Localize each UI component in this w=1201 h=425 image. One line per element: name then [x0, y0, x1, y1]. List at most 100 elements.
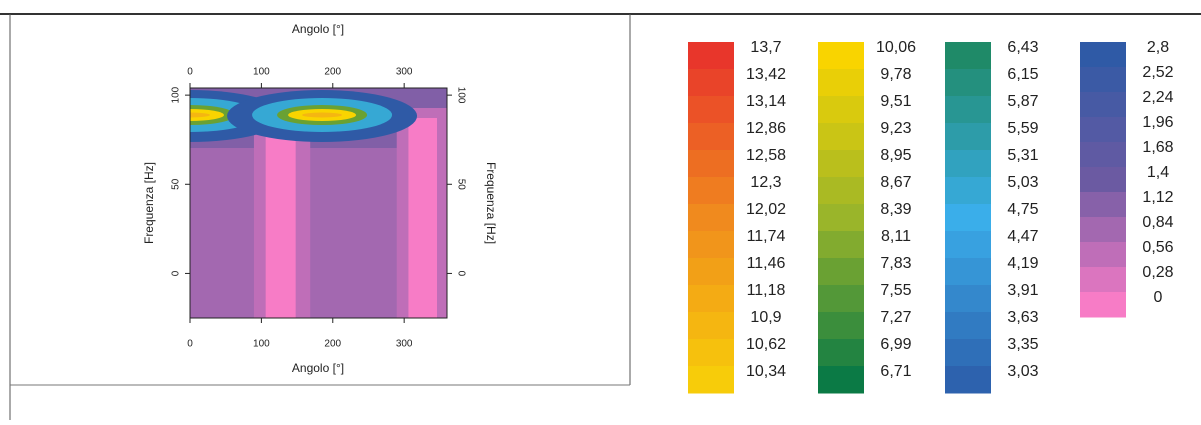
colorbar-label: 12,58: [746, 147, 786, 164]
colorbar-label: 3,35: [1007, 336, 1038, 353]
colorbar-swatch: [945, 285, 991, 313]
colorbar-label: 5,31: [1007, 147, 1038, 164]
colorbar-swatch: [818, 177, 864, 205]
y-axis-label: Frequenza [Hz]: [142, 162, 156, 244]
colorbar-swatch: [688, 339, 734, 367]
colorbar-label: 8,67: [880, 174, 911, 191]
colorbar-label: 4,47: [1007, 228, 1038, 245]
colorbar-swatch: [1080, 292, 1126, 318]
colorbar-swatch: [1080, 217, 1126, 243]
colorbar-label: 5,03: [1007, 174, 1038, 191]
colorbar-label: 6,43: [1007, 39, 1038, 56]
colorbar-swatch: [1080, 242, 1126, 268]
y-tick-label: 0: [171, 270, 182, 276]
colorbar-label: 1,68: [1142, 139, 1173, 156]
colorbar-label: 13,42: [746, 66, 786, 83]
colorbar-swatch: [688, 312, 734, 340]
colorbar-label: 2,8: [1147, 39, 1169, 56]
colorbar-label: 7,27: [880, 309, 911, 326]
colorbar-label: 3,63: [1007, 309, 1038, 326]
x-tick-label-top: 300: [396, 67, 413, 78]
colorbar-swatch: [945, 42, 991, 70]
x-axis-label: Angolo [°]: [292, 361, 344, 375]
y-tick-label-right: 50: [455, 179, 466, 191]
colorbar-label: 1,4: [1147, 164, 1169, 181]
colorbar-label: 12,3: [750, 174, 781, 191]
colorbar-label: 9,23: [880, 120, 911, 137]
colorbar-label: 2,52: [1142, 64, 1173, 81]
colorbar-label: 3,91: [1007, 282, 1038, 299]
colorbar-label: 2,24: [1142, 89, 1173, 106]
colorbar-swatch: [945, 366, 991, 394]
colorbar-swatch: [1080, 167, 1126, 193]
x-tick-label: 0: [187, 339, 193, 350]
colorbar-swatch: [945, 231, 991, 259]
y-tick-label-right: 0: [455, 271, 466, 277]
colorbar-swatch: [688, 366, 734, 394]
colorbar-label: 3,03: [1007, 363, 1038, 380]
colorbar-label: 8,39: [880, 201, 911, 218]
colorbar-label: 0,84: [1142, 214, 1173, 231]
y-axis-label-right: Frequenza [Hz]: [484, 162, 498, 244]
colorbar-label: 13,14: [746, 93, 786, 110]
colorbar-label: 6,15: [1007, 66, 1038, 83]
colorbar-swatch: [818, 42, 864, 70]
colorbar-swatch: [1080, 42, 1126, 68]
colorbar-swatch: [688, 258, 734, 286]
colorbar-swatch: [688, 96, 734, 124]
colorbar-swatch: [688, 204, 734, 232]
colorbar-label: 10,06: [876, 39, 916, 56]
colorbar-swatch: [1080, 192, 1126, 218]
x-tick-label-top: 100: [253, 67, 270, 78]
colorbar-swatch: [688, 285, 734, 313]
colorbar-label: 9,78: [880, 66, 911, 83]
colorbar-swatch: [1080, 267, 1126, 293]
contour-plot: [190, 88, 447, 318]
colorbar-swatch: [945, 204, 991, 232]
colorbar-swatch: [688, 42, 734, 70]
colorbar-swatch: [945, 339, 991, 367]
colorbar-swatch: [818, 69, 864, 97]
colorbar-swatch: [945, 96, 991, 124]
colorbar-swatch: [1080, 67, 1126, 93]
x-tick-label: 100: [253, 339, 270, 350]
colorbar-label: 5,87: [1007, 93, 1038, 110]
colorbar-label: 11,74: [747, 228, 786, 245]
contour-band: [302, 112, 343, 118]
colorbar-label: 4,19: [1007, 255, 1038, 272]
colorbar-swatch: [818, 312, 864, 340]
colorbar-label: 1,96: [1142, 114, 1173, 131]
colorbar-label: 12,86: [746, 120, 786, 137]
colorbar-label: 6,71: [880, 363, 911, 380]
y-tick-label: 50: [171, 178, 182, 190]
colorbar-swatch: [1080, 92, 1126, 118]
colorbar-swatch: [1080, 117, 1126, 143]
colorbar-label: 11,46: [747, 255, 786, 272]
colorbar-swatch: [945, 258, 991, 286]
colorbar-swatch: [945, 123, 991, 151]
colorbar-swatch: [1080, 142, 1126, 168]
plot-frame: [189, 87, 448, 319]
colorbar-label: 13,7: [750, 39, 781, 56]
colorbar-label: 7,83: [880, 255, 911, 272]
colorbar-label: 8,95: [880, 147, 911, 164]
colorbar-label: 0,28: [1142, 264, 1173, 281]
colorbar-label: 11,18: [747, 282, 786, 299]
colorbar-swatch: [818, 285, 864, 313]
colorbar-label: 1,12: [1142, 189, 1173, 206]
colorbar-label: 10,34: [746, 363, 786, 380]
colorbar-swatch: [818, 258, 864, 286]
colorbar-label: 5,59: [1007, 120, 1038, 137]
colorbar-label: 10,62: [746, 336, 786, 353]
x-tick-label: 300: [396, 339, 413, 350]
colorbar-swatch: [818, 96, 864, 124]
colorbar-label: 4,75: [1007, 201, 1038, 218]
colorbar-swatch: [818, 366, 864, 394]
y-tick-label-right: 100: [455, 87, 466, 104]
colorbar-swatch: [945, 69, 991, 97]
colorbar-swatch: [945, 312, 991, 340]
colorbar-swatch: [688, 231, 734, 259]
colorbar-swatch: [688, 69, 734, 97]
